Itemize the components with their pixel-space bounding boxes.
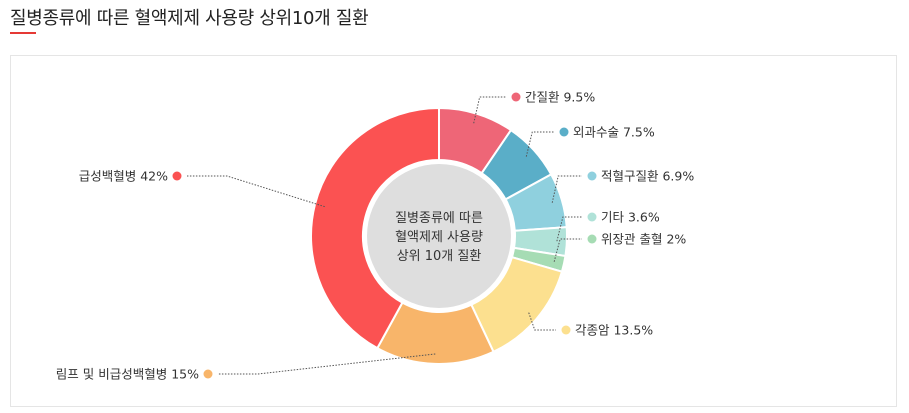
leader-적혈구질환 — [551, 175, 582, 203]
label-dot-적혈구질환 — [587, 171, 597, 181]
label-각종암: 각종암 13.5% — [575, 323, 653, 338]
label-외과수술: 외과수술 7.5% — [573, 125, 655, 140]
label-dot-위장관-출혈 — [587, 234, 597, 244]
label-기타: 기타 3.6% — [601, 210, 660, 225]
center-label-line: 상위 10개 질환 — [397, 249, 482, 264]
label-dot-각종암 — [561, 325, 571, 335]
label-급성백혈병: 급성백혈병 42% — [79, 169, 168, 184]
label-dot-외과수술 — [559, 127, 569, 137]
slice-labels: 간질환 9.5% 외과수술 7.5% 적혈구질환 6.9% 기타 3.6% 위장관 출혈… — [56, 90, 695, 382]
center-label-line: 혈액제제 사용량 — [395, 230, 483, 245]
chart-panel: 간질환 9.5% 외과수술 7.5% 적혈구질환 6.9% 기타 3.6% 위장관 출혈… — [10, 55, 897, 407]
label-간질환: 간질환 9.5% — [525, 90, 595, 105]
donut-chart: 간질환 9.5% 외과수술 7.5% 적혈구질환 6.9% 기타 3.6% 위장관 출혈… — [56, 90, 695, 382]
leader-외과수술 — [525, 131, 554, 157]
leader-기타 — [556, 216, 582, 242]
leader-각종암 — [528, 312, 556, 331]
leader-lines — [187, 96, 582, 375]
leader-림프-및-비급성백혈병 — [218, 353, 436, 375]
slice-급성백혈병[interactable] — [310, 106, 440, 350]
leader-급성백혈병 — [187, 175, 325, 208]
donut-center — [367, 164, 511, 308]
label-dot-급성백혈병 — [172, 171, 182, 181]
donut-slices — [310, 106, 568, 365]
label-림프-및-비급성백혈병: 림프 및 비급성백혈병 15% — [56, 367, 199, 382]
page-title: 질병종류에 따른 혈액제제 사용량 상위10개 질환 — [10, 8, 369, 29]
label-적혈구질환: 적혈구질환 6.9% — [601, 169, 694, 184]
label-dot-간질환 — [511, 92, 521, 102]
title-underline — [10, 32, 36, 34]
label-위장관-출혈: 위장관 출혈 2% — [601, 232, 686, 247]
label-dot-기타 — [587, 212, 597, 222]
label-dot-림프-및-비급성백혈병 — [203, 369, 213, 379]
center-label-line: 질병종류에 따른 — [395, 211, 483, 226]
